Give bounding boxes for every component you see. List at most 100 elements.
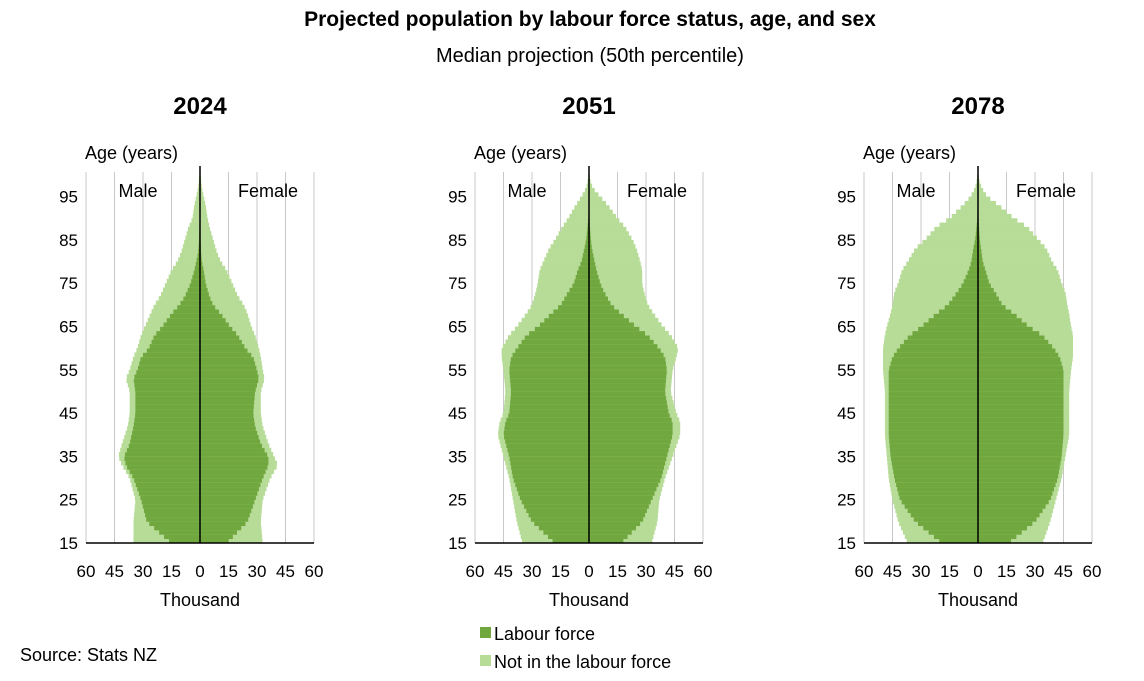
bar-female-labour-force — [200, 404, 254, 410]
x-tick-label: 15 — [608, 562, 627, 581]
bar-male-not-in-labour-force — [181, 248, 200, 254]
bar-male-labour-force — [907, 508, 978, 514]
bar-female-labour-force — [978, 382, 1064, 388]
legend-swatch-not-in-labour-force — [480, 655, 491, 666]
bar-female-labour-force — [200, 439, 261, 444]
bar-male-labour-force — [164, 534, 200, 540]
bar-male-labour-force — [578, 265, 589, 271]
bar-female-labour-force — [200, 469, 266, 475]
bar-female-labour-force — [978, 361, 1062, 366]
bar-female-not-in-labour-force — [978, 296, 1067, 301]
bar-male-labour-force — [510, 391, 589, 397]
bar-male-labour-force — [516, 486, 589, 492]
bar-female-labour-force — [978, 374, 1064, 379]
bar-male-labour-force — [149, 343, 200, 349]
bar-female-labour-force — [200, 387, 256, 392]
bar-female-not-in-labour-force — [200, 239, 214, 245]
bar-male-not-in-labour-force — [926, 235, 978, 241]
x-tick-label: 30 — [1026, 562, 1045, 581]
bar-male-not-in-labour-force — [894, 291, 978, 297]
bar-male-labour-force — [967, 270, 978, 275]
bar-female-labour-force — [978, 317, 1022, 323]
bar-female-labour-force — [589, 421, 673, 427]
x-axis-label: Thousand — [938, 590, 1018, 610]
y-tick-label: 45 — [837, 404, 856, 423]
legend-label-not-in-labour-force: Not in the labour force — [494, 652, 671, 672]
bar-male-labour-force — [515, 482, 589, 488]
bar-female-not-in-labour-force — [200, 213, 208, 219]
bar-female-labour-force — [978, 517, 1037, 522]
bar-male-labour-force — [918, 326, 978, 332]
bar-female-labour-force — [589, 499, 651, 505]
bar-male-labour-force — [135, 387, 200, 392]
bar-female-labour-force — [978, 395, 1064, 401]
bar-male-labour-force — [198, 248, 200, 254]
bar-female-labour-force — [200, 499, 255, 505]
bar-male-not-in-labour-force — [195, 196, 200, 202]
bar-female-labour-force — [589, 283, 602, 288]
bar-male-labour-force — [507, 447, 589, 453]
bar-female-not-in-labour-force — [978, 226, 1030, 232]
bar-male-labour-force — [558, 304, 589, 310]
bar-female-not-in-labour-force — [200, 309, 247, 314]
bar-female-labour-force — [200, 270, 205, 275]
bar-male-labour-force — [515, 348, 589, 353]
bar-male-labour-force — [124, 452, 200, 457]
bar-female-not-in-labour-force — [978, 278, 1061, 284]
bar-male-labour-force — [913, 517, 978, 522]
bar-female-labour-force — [200, 369, 258, 375]
bar-male-labour-force — [134, 417, 200, 423]
bar-female-labour-force — [200, 447, 265, 453]
bar-male-labour-force — [888, 374, 978, 379]
bar-female-not-in-labour-force — [978, 222, 1025, 228]
bar-male-not-in-labour-force — [191, 218, 200, 223]
y-tick-label: 55 — [448, 361, 467, 380]
male-label: Male — [896, 181, 935, 201]
bar-male-labour-force — [898, 491, 978, 496]
y-tick-label: 75 — [837, 274, 856, 293]
male-label: Male — [507, 181, 546, 201]
bar-female-labour-force — [978, 439, 1063, 444]
bar-female-labour-force — [200, 465, 268, 470]
x-tick-label: 60 — [1083, 562, 1102, 581]
bar-male-labour-force — [132, 473, 200, 479]
bar-female-labour-force — [978, 525, 1028, 531]
bar-female-labour-force — [978, 313, 1017, 319]
bar-female-not-in-labour-force — [589, 218, 620, 223]
bar-male-labour-force — [952, 296, 978, 301]
bar-male-labour-force — [888, 391, 978, 397]
bar-female-labour-force — [589, 517, 644, 522]
bar-male-labour-force — [888, 426, 978, 431]
bar-male-labour-force — [552, 538, 589, 544]
bar-female-labour-force — [200, 391, 255, 397]
bar-female-labour-force — [978, 274, 988, 280]
bar-male-labour-force — [566, 291, 589, 297]
bar-male-not-in-labour-force — [895, 287, 978, 293]
bar-female-labour-force — [589, 343, 658, 349]
bar-female-not-in-labour-force — [978, 287, 1065, 293]
x-axis-label: Thousand — [160, 590, 240, 610]
bar-male-labour-force — [903, 339, 978, 345]
bar-male-labour-force — [509, 408, 589, 414]
x-tick-label: 0 — [584, 562, 593, 581]
bar-female-not-in-labour-force — [589, 226, 627, 232]
bar-male-labour-force — [134, 478, 200, 483]
legend-swatch-labour-force — [480, 627, 491, 638]
bar-female-labour-force — [978, 291, 997, 297]
bar-male-labour-force — [510, 387, 589, 392]
bar-female-not-in-labour-force — [200, 235, 213, 241]
y-tick-label: 55 — [59, 361, 78, 380]
x-tick-label: 30 — [637, 562, 656, 581]
bar-male-labour-force — [890, 447, 978, 453]
bar-female-labour-force — [589, 257, 595, 262]
bar-female-labour-force — [978, 404, 1064, 410]
bar-female-labour-force — [200, 296, 211, 301]
bar-female-not-in-labour-force — [978, 231, 1034, 236]
bar-male-not-in-labour-force — [548, 248, 589, 254]
bar-male-labour-force — [933, 534, 978, 540]
x-tick-label: 30 — [134, 562, 153, 581]
bar-male-not-in-labour-force — [538, 278, 589, 284]
bar-male-labour-force — [153, 335, 200, 340]
bar-male-labour-force — [131, 434, 200, 440]
